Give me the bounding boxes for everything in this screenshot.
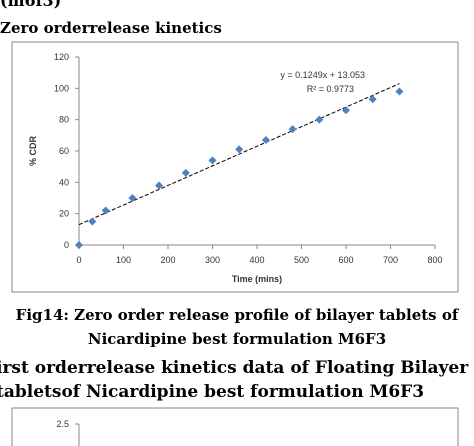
data-point (261, 136, 270, 145)
x-tick-label: 0 (76, 255, 81, 265)
x-tick-label: 300 (205, 255, 220, 265)
data-point (368, 95, 377, 104)
data-point (395, 87, 404, 96)
data-point (288, 125, 297, 134)
y-tick-label: 60 (59, 146, 69, 156)
data-point (315, 115, 324, 124)
y-axis-label: % CDR (28, 136, 38, 167)
data-point (155, 181, 164, 190)
data-point (181, 168, 190, 177)
r-squared: R² = 0.9773 (307, 84, 354, 94)
data-point (235, 145, 244, 154)
data-point (208, 156, 217, 165)
x-tick-label: 400 (249, 255, 264, 265)
x-tick-label: 500 (294, 255, 309, 265)
heading: tabletsof Nicardipine best formulation M… (0, 382, 424, 402)
y-tick-label: 120 (54, 52, 69, 62)
data-point (101, 206, 110, 215)
x-axis-label: Time (mins) (232, 274, 282, 284)
x-tick-label: 100 (116, 255, 131, 265)
data-point (88, 217, 97, 226)
trend-equation: y = 0.1249x + 13.053 (280, 70, 365, 80)
x-tick-label: 200 (160, 255, 175, 265)
y-tick-label: 0 (64, 240, 69, 250)
chart-frame (11, 41, 459, 293)
data-point (342, 106, 350, 115)
section-title: Zero orderrelease kinetics (0, 19, 222, 37)
y-tick-label: 20 (59, 209, 69, 219)
caption: Fig14: Zero order release profile of bil… (16, 306, 460, 324)
data-point (75, 241, 83, 249)
heading: irst orderrelease kinetics data of Float… (0, 358, 469, 378)
top-label: (m6f3) (0, 0, 61, 10)
y-tick-label: 100 (54, 83, 69, 93)
y-tick-label: 80 (59, 115, 69, 125)
data-point (128, 194, 137, 202)
y-tick-label: 40 (59, 177, 69, 187)
y-tick-label: 2.5 (56, 419, 69, 429)
caption: Nicardipine best formulation M6F3 (88, 330, 386, 348)
x-tick-label: 700 (383, 255, 398, 265)
x-tick-label: 600 (338, 255, 353, 265)
x-tick-label: 800 (427, 255, 442, 265)
chart-frame (11, 407, 459, 446)
